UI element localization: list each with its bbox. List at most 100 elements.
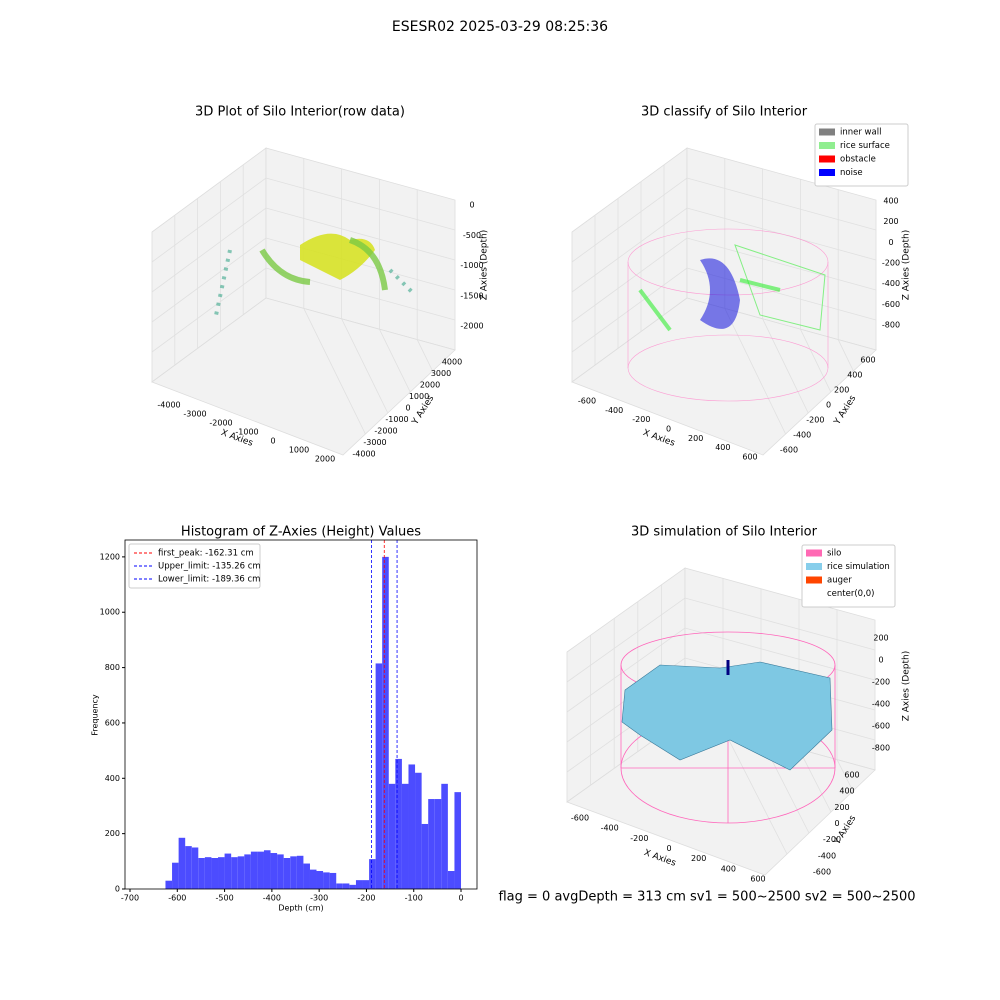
y-tick-label: 400 [839, 787, 854, 796]
z-tick-label: -400 [882, 279, 900, 288]
bar [290, 856, 297, 889]
z-axis-label: Z Axies (Depth) [902, 651, 912, 722]
y-tick-label: 1200 [100, 552, 120, 561]
bar [309, 869, 317, 889]
bar [257, 851, 264, 889]
pane-grid [800, 179, 832, 393]
bar [401, 783, 409, 889]
y-tick-label: -200 [823, 835, 841, 844]
bar [336, 883, 343, 889]
pane-grid [416, 189, 433, 372]
legend-box [814, 123, 909, 187]
y-tick-label: -1000 [385, 415, 408, 424]
y-tick-label: 0 [834, 819, 839, 828]
bar [388, 783, 396, 889]
y-tick-label: 200 [105, 829, 120, 838]
x-tick-label: 0 [270, 437, 275, 446]
pane-grid [571, 207, 877, 293]
x-tick-label: -600 [571, 814, 589, 823]
status-text: flag = 0 avgDepth = 313 cm sv1 = 500~250… [498, 890, 915, 905]
x-tick-label: 0 [458, 894, 463, 903]
z-tick-label: 400 [883, 197, 898, 206]
bar [296, 855, 304, 889]
y-tick-label: 600 [844, 771, 859, 780]
legend-label: first_peak: -162.31 cm [158, 549, 254, 559]
pane-grid [571, 267, 877, 353]
x-tick-label: -1000 [235, 428, 258, 437]
z-tick-label: 0 [878, 656, 883, 665]
z-axis-label: Z Axies (Depth) [902, 230, 912, 301]
y-tick-label: -400 [793, 431, 811, 440]
y-tick-label: 800 [105, 663, 120, 672]
bar [263, 850, 271, 889]
y-tick-label: 1000 [409, 392, 429, 401]
x-tick-label: -600 [578, 397, 596, 406]
bar [224, 853, 232, 889]
legend-box [801, 544, 896, 608]
bar [204, 857, 212, 889]
pane-grid [151, 237, 456, 323]
bar [355, 880, 363, 889]
legend-label: rice surface [840, 141, 890, 151]
legend-label: obstacle [840, 155, 876, 165]
pane-grid [151, 177, 456, 263]
y-tick-label: -200 [806, 416, 824, 425]
pane-grid [303, 158, 366, 435]
y-tick-label: 400 [105, 774, 120, 783]
x-tick-label: 1000 [289, 446, 309, 455]
legend-label: Upper_limit: -135.26 cm [158, 562, 261, 572]
x-tick-label: -4000 [157, 401, 180, 410]
chart-title: 3D classify of Silo Interior [641, 105, 808, 120]
x-tick-label: -400 [605, 406, 623, 415]
bar [277, 854, 284, 889]
y-tick-label: 600 [860, 356, 875, 365]
y-tick-label: -600 [780, 446, 798, 455]
bar [172, 862, 179, 889]
y-tick-label: 0 [826, 401, 831, 410]
bar [244, 854, 251, 889]
z-tick-label: -200 [872, 678, 890, 687]
bar [395, 758, 402, 889]
bar [421, 823, 429, 889]
pane [151, 297, 456, 456]
y-tick-label: 0 [115, 885, 120, 894]
legend-label: silo [827, 549, 841, 559]
legend-label: auger [827, 576, 852, 586]
legend-label: Lower_limit: -189.36 cm [158, 575, 260, 585]
z-tick-label: -800 [882, 321, 900, 330]
z-tick-label: -800 [872, 744, 890, 753]
x-tick-label: -500 [216, 894, 234, 903]
x-tick-label: -600 [168, 894, 186, 903]
pane [571, 297, 877, 456]
bar [329, 872, 337, 889]
legend-swatch [806, 590, 822, 597]
pane-grid [762, 168, 809, 414]
x-tick-label: 600 [742, 453, 757, 462]
x-tick-label: -700 [121, 894, 139, 903]
bar [342, 883, 350, 889]
bar [434, 799, 442, 889]
y-tick-label: 1000 [100, 608, 120, 617]
x-tick-label: -400 [601, 824, 619, 833]
y-tick-label: 200 [834, 803, 849, 812]
pane-grid [378, 179, 411, 393]
z-tick-label: 200 [883, 217, 898, 226]
z-tick-label: 200 [873, 634, 888, 643]
x-tick-label: 400 [721, 864, 736, 873]
x-axis-label: Depth (cm) [278, 904, 323, 913]
x-tick-label: 0 [666, 844, 671, 853]
z-tick-label: 0 [469, 201, 474, 210]
rice-surface-hint [621, 661, 833, 771]
bar [454, 792, 462, 889]
bar [316, 871, 324, 889]
bar [165, 880, 173, 889]
x-tick-label: 0 [666, 425, 671, 434]
bar [408, 764, 416, 889]
bar [211, 858, 219, 889]
bar [375, 663, 383, 889]
x-tick-label: -200 [357, 894, 375, 903]
y-tick-label: -400 [818, 851, 836, 860]
z-tick-label: 0 [888, 238, 893, 247]
y-tick-label: -600 [813, 868, 831, 877]
legend-box [128, 543, 261, 589]
